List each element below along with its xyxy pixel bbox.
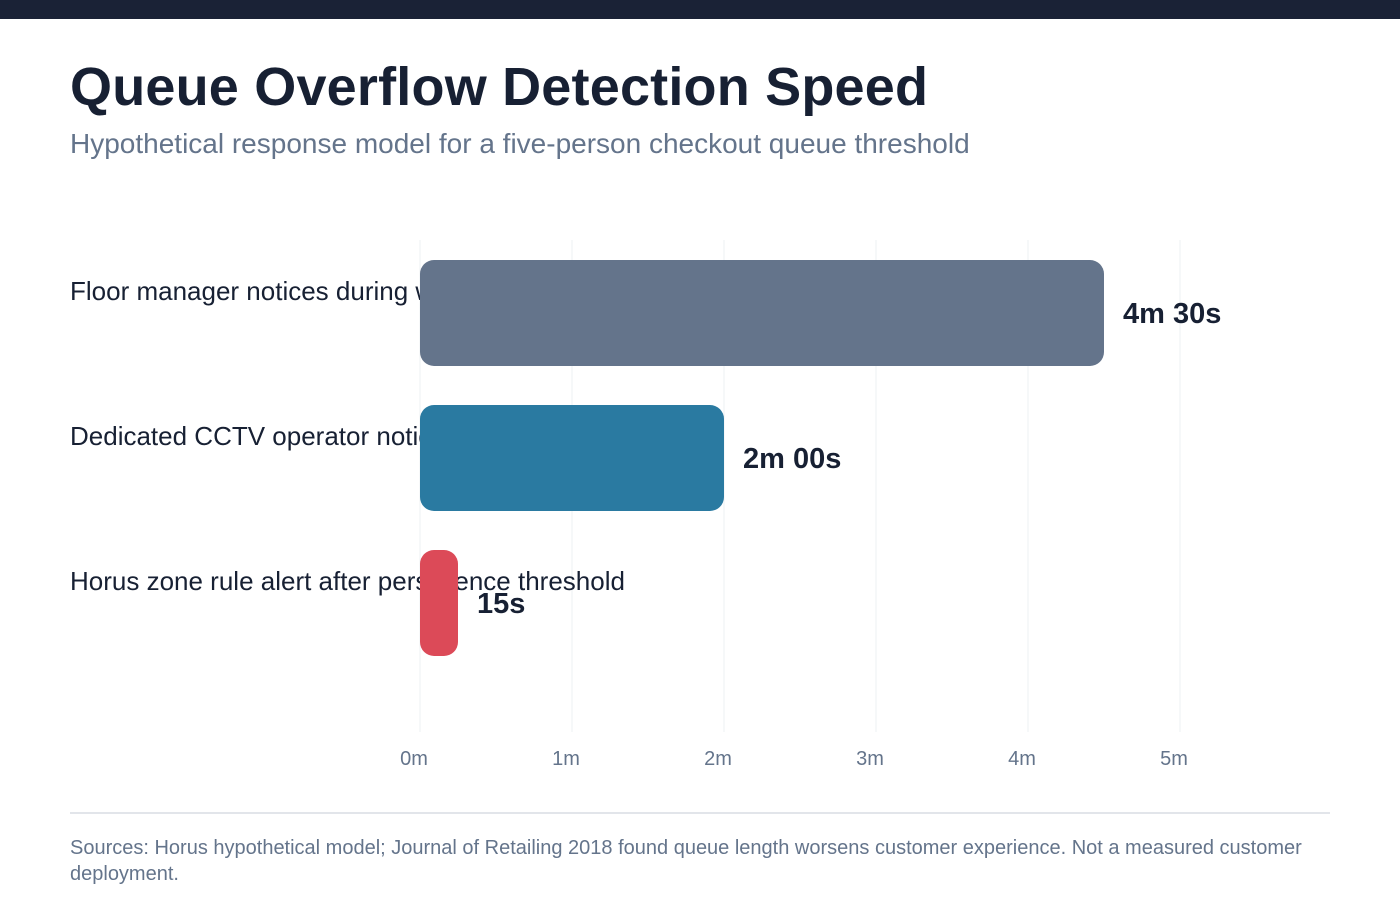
- chart-title: Queue Overflow Detection Speed: [70, 57, 929, 117]
- bar: [420, 260, 1104, 366]
- bar-chart: Floor manager notices during walk-throug…: [70, 240, 1221, 770]
- value-label: 2m 00s: [743, 443, 841, 475]
- top-bar: [0, 0, 1400, 19]
- bars: [420, 260, 1104, 656]
- value-label: 4m 30s: [1123, 298, 1221, 330]
- x-tick-label: 1m: [552, 748, 580, 770]
- x-tick-label: 4m: [1008, 748, 1036, 770]
- footer-divider: [70, 812, 1330, 814]
- x-tick-label: 3m: [856, 748, 884, 770]
- bar: [420, 550, 458, 656]
- value-labels: 4m 30s 2m 00s 15s: [477, 298, 1221, 620]
- x-tick-label: 0m: [400, 748, 428, 770]
- x-axis-ticks: 0m 1m 2m 3m 4m 5m: [400, 748, 1188, 770]
- bar: [420, 405, 724, 511]
- category-label: Horus zone rule alert after persistence …: [70, 566, 625, 596]
- x-tick-label: 5m: [1160, 748, 1188, 770]
- sources-note: Sources: Horus hypothetical model; Journ…: [70, 837, 1302, 885]
- x-tick-label: 2m: [704, 748, 732, 770]
- category-label: Dedicated CCTV operator notices: [70, 421, 459, 451]
- chart-subtitle: Hypothetical response model for a five-p…: [70, 128, 970, 159]
- value-label: 15s: [477, 588, 525, 620]
